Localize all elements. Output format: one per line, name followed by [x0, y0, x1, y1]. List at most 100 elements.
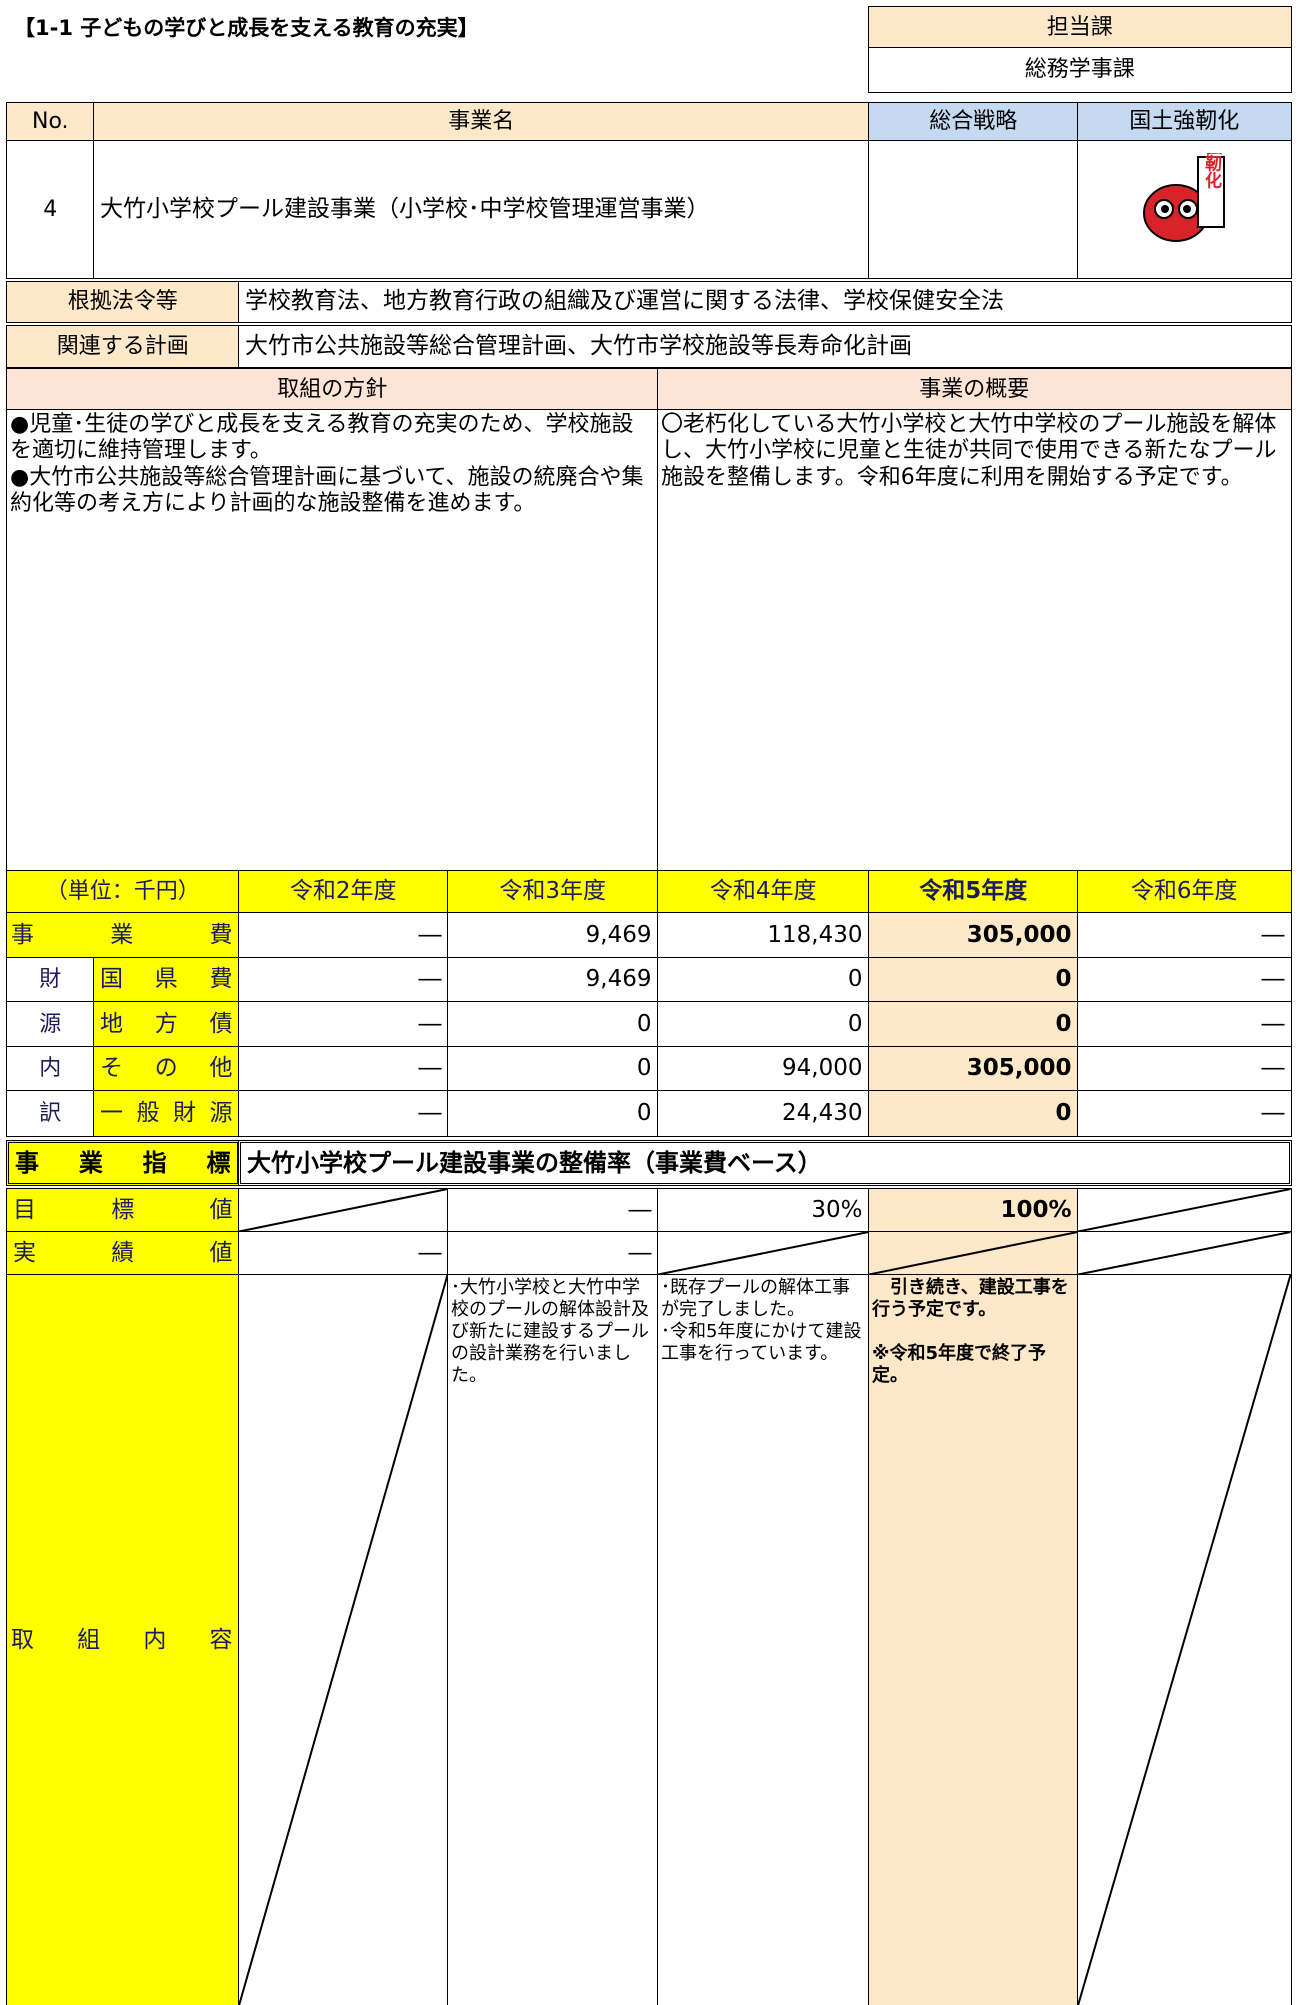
cell-text: 取組内容: [11, 1626, 233, 1653]
cell-text: ―: [418, 921, 442, 948]
value-cell: 0: [868, 957, 1079, 1003]
cell-text: ･大竹小学校と大竹中学校のプールの解体設計及び新たに建設するプールの設計業務を行…: [451, 1277, 649, 1386]
cell-text: 総合戦略: [929, 109, 1018, 134]
cell: 取組の方針: [6, 368, 659, 411]
cell: 総務学事課: [868, 47, 1292, 93]
cell-text: 0: [1055, 1010, 1072, 1037]
value-cell: ―: [238, 1046, 449, 1092]
cell-text: 事業指標: [15, 1148, 231, 1177]
header-cell: No.: [6, 102, 95, 142]
cell: その他: [93, 1046, 240, 1092]
cell-text: 0: [1055, 966, 1072, 993]
value-cell: [1077, 1188, 1292, 1233]
cell-text: 事業の概要: [919, 376, 1030, 402]
cell-text: ―: [1261, 1010, 1285, 1037]
cell-text: 担当課: [1046, 14, 1113, 40]
cell-text: 総務学事課: [1024, 57, 1135, 82]
cell: 目標値: [6, 1188, 240, 1233]
cell-text: 取組の方針: [277, 376, 388, 402]
value-cell: ―: [238, 957, 449, 1003]
cell-text: 118,430: [767, 921, 863, 948]
cell-text: 305,000: [966, 1055, 1072, 1082]
activity-cell: ･大竹小学校と大竹中学校のプールの解体設計及び新たに建設するプールの設計業務を行…: [447, 1274, 659, 2005]
value-cell: ―: [1077, 1090, 1292, 1137]
cell-text: 4: [43, 196, 58, 222]
diagonal: [658, 1232, 869, 1275]
cell: 大竹小学校プール建設事業の整備率（事業費ベース）: [238, 1140, 1292, 1186]
header-cell: 国土強靭化: [1077, 102, 1292, 142]
value-cell: ―: [238, 1090, 449, 1137]
cell-text: 9,469: [585, 966, 652, 993]
cell-text: 100%: [1000, 1196, 1072, 1223]
cell: [868, 140, 1079, 279]
cell: 〇老朽化している大竹小学校と大竹中学校のプール施設を解体し、大竹小学校に児童と生…: [657, 409, 1292, 872]
value-cell: [868, 1231, 1079, 1276]
value-cell: [238, 1188, 449, 1233]
cell: 国県費: [93, 957, 240, 1003]
value-cell: ―: [1077, 912, 1292, 959]
value-cell: ―: [238, 1001, 449, 1048]
cell: 大竹小学校プール建設事業（小学校･中学校管理運営事業）: [93, 140, 870, 279]
cell-text: 令和5年度: [919, 878, 1028, 905]
cell-text: ―: [1261, 1055, 1285, 1082]
cell: 内: [6, 1046, 95, 1092]
value-cell: 9,469: [447, 912, 659, 959]
cell-text: ―: [628, 1239, 652, 1266]
cell-text: 事業名: [448, 109, 515, 134]
cell: 事業費: [6, 912, 240, 959]
page-title: 【1-1 子どもの学びと成長を支える教育の充実】: [14, 16, 479, 40]
value-cell: ―: [1077, 957, 1292, 1003]
cell-text: ―: [1261, 1099, 1285, 1126]
cell-text: 大竹市公共施設等総合管理計画、大竹市学校施設等長寿命化計画: [245, 332, 912, 359]
cell-text: （単位：千円）: [45, 879, 200, 904]
year-header: 令和4年度: [657, 870, 870, 914]
diagonal: [1078, 1275, 1291, 2005]
cell: 取組内容: [6, 1274, 240, 2005]
cell-text: 関連する計画: [56, 333, 189, 359]
value-cell: ―: [238, 912, 449, 959]
value-cell: 0: [868, 1001, 1079, 1048]
activity-cell: 引き続き、建設工事を行う予定です。 ※令和5年度で終了予定。: [868, 1274, 1079, 2005]
value-cell: 9,469: [447, 957, 659, 1003]
year-header: 令和2年度: [238, 870, 449, 914]
cell-text: 0: [636, 1010, 652, 1037]
cell-text: 大竹小学校プール建設事業（小学校･中学校管理運営事業）: [100, 195, 710, 222]
diagonal: [869, 1232, 1078, 1275]
year-header: 令和5年度: [868, 870, 1079, 914]
cell-text: 地方債: [100, 1010, 233, 1037]
cell-text: ―: [628, 1196, 652, 1223]
activity-cell: [238, 1274, 449, 2005]
cell-text: 令和2年度: [289, 878, 397, 905]
value-cell: 94,000: [657, 1046, 870, 1092]
mascot-icon: 強靭化: [1143, 153, 1225, 242]
cell: 実績値: [6, 1231, 240, 1276]
cell-text: 学校教育法、地方教育行政の組織及び運営に関する法律、学校保健安全法: [245, 288, 1004, 315]
cell-text: ―: [418, 966, 442, 993]
diagonal: [239, 1275, 448, 2005]
cell: 訳: [6, 1090, 95, 1137]
cell-text: 0: [636, 1055, 652, 1082]
cell-text: 内: [39, 1056, 62, 1081]
value-cell: 0: [447, 1090, 659, 1137]
value-cell: 24,430: [657, 1090, 870, 1137]
cell-text: 令和6年度: [1130, 878, 1238, 905]
cell-text: 令和4年度: [709, 878, 817, 905]
cell: 事業の概要: [657, 368, 1292, 411]
value-cell: [657, 1231, 870, 1276]
cell-text: ―: [418, 1099, 442, 1126]
value-cell: ―: [238, 1231, 449, 1276]
cell: ●児童･生徒の学びと成長を支える教育の充実のため、学校施設を適切に維持管理します…: [6, 409, 659, 872]
cell-text: 国土強靭化: [1129, 109, 1240, 134]
cell-text: 0: [847, 966, 863, 993]
cell-text: 事業費: [11, 921, 233, 948]
diagonal: [1078, 1232, 1291, 1275]
cell: 4: [6, 140, 95, 279]
value-cell: ―: [1077, 1046, 1292, 1092]
cell-text: 94,000: [782, 1055, 863, 1082]
cell: 事業指標: [6, 1140, 240, 1186]
cell: （単位：千円）: [6, 870, 240, 914]
value-cell: 305,000: [868, 912, 1079, 959]
cell-text: ●児童･生徒の学びと成長を支える教育の充実のため、学校施設を適切に維持管理します…: [10, 412, 644, 517]
cell-text: その他: [100, 1055, 233, 1082]
